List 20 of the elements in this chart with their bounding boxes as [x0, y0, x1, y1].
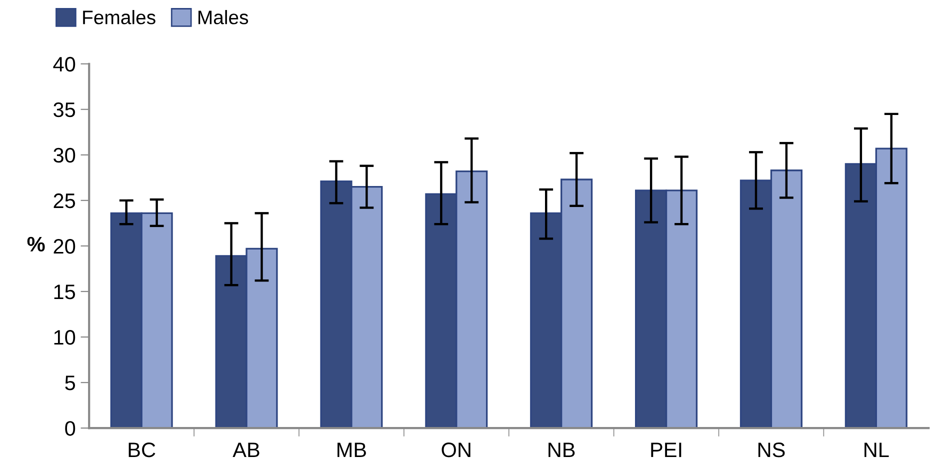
x-tick-label: AB — [232, 442, 260, 458]
legend-label: Males — [198, 10, 248, 24]
y-tick-label: 30 — [54, 148, 76, 163]
y-tick-label: 25 — [54, 193, 76, 208]
x-tick-label: PEI — [651, 442, 682, 458]
y-tick-label: 20 — [54, 238, 76, 254]
x-tick-label: MB — [338, 442, 366, 458]
y-axis-title: % — [27, 236, 45, 252]
y-tick-label: 15 — [54, 284, 76, 300]
y-tick-label: 10 — [54, 330, 76, 345]
y-tick-label: 5 — [65, 376, 76, 390]
x-tick-label: NS — [758, 442, 785, 458]
x-tick-label: BC — [128, 442, 156, 458]
legend-label: Females — [83, 10, 156, 24]
x-tick-label: NL — [864, 442, 889, 458]
y-tick-label: 40 — [53, 56, 76, 72]
x-tick-label: NB — [548, 442, 575, 458]
y-tick-label: 35 — [54, 102, 76, 118]
y-tick-label: 0 — [65, 421, 76, 436]
x-tick-label: ON — [442, 442, 470, 458]
